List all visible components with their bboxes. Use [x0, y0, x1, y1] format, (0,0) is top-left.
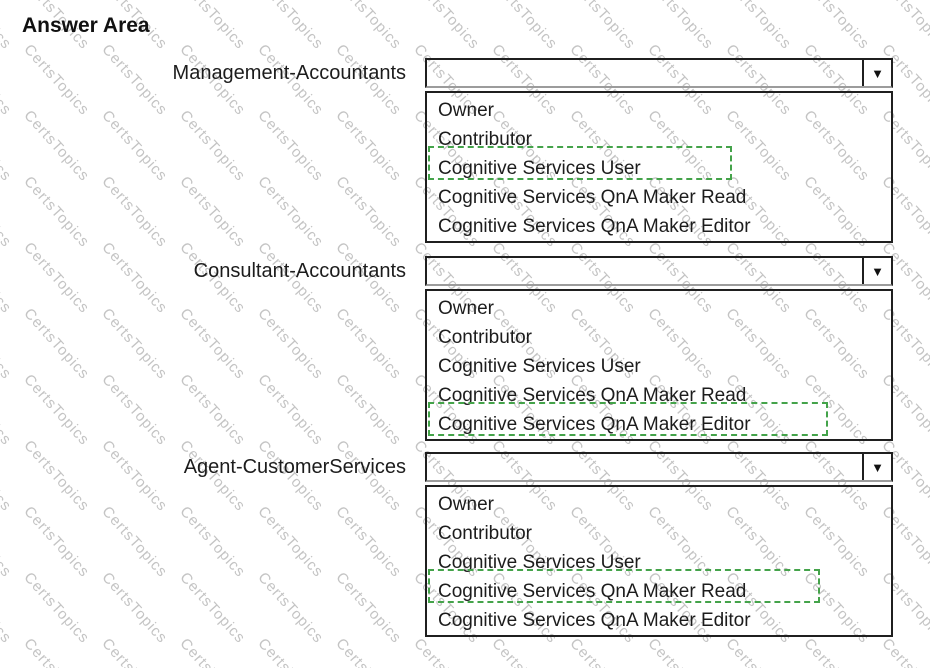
dropdown: ▼ Owner Contributor Cognitive Services Use…	[425, 58, 893, 243]
option-item-contributor[interactable]: Contributor	[438, 327, 532, 348]
role-assignment-group-management-accountants: Management-Accountants ▼ Owner Contributo…	[0, 58, 893, 243]
option-item-owner[interactable]: Owner	[438, 100, 494, 121]
role-assignment-group-agent-customerservices: Agent-CustomerServices ▼ Owner Contributo…	[0, 452, 893, 637]
watermark-text: CertsTopics	[566, 635, 638, 668]
option-item-contributor[interactable]: Contributor	[438, 523, 532, 544]
watermark-text: CertsTopics	[800, 0, 873, 53]
chevron-down-icon[interactable]: ▼	[862, 60, 891, 86]
chevron-down-icon[interactable]: ▼	[862, 454, 891, 480]
watermark-text: CertsTopics	[254, 0, 327, 53]
option-item-owner[interactable]: Owner	[438, 494, 494, 515]
watermark-text: CertsTopics	[488, 635, 560, 668]
role-select-agent-customerservices[interactable]: ▼	[425, 452, 893, 482]
watermark-text: CertsTopics	[878, 0, 930, 53]
role-assignment-group-consultant-accountants: Consultant-Accountants ▼ Owner Contributo…	[0, 256, 893, 441]
watermark-text: CertsTopics	[0, 0, 15, 53]
option-item-cognitive-services-user[interactable]: Cognitive Services User	[438, 158, 641, 179]
options-list: Owner Contributor Cognitive Services User C…	[425, 289, 893, 441]
page-title: Answer Area	[22, 14, 150, 37]
option-item-cognitive-services-qna-maker-editor[interactable]: Cognitive Services QnA Maker Editor	[438, 610, 751, 631]
watermark-text: CertsTopics	[410, 0, 483, 53]
watermark-text: CertsTopics	[566, 0, 639, 53]
option-item-cognitive-services-qna-maker-editor[interactable]: Cognitive Services QnA Maker Editor	[438, 414, 751, 435]
option-item-owner[interactable]: Owner	[438, 298, 494, 319]
option-item-cognitive-services-user[interactable]: Cognitive Services User	[438, 552, 641, 573]
role-select-consultant-accountants[interactable]: ▼	[425, 256, 893, 286]
option-item-cognitive-services-qna-maker-editor[interactable]: Cognitive Services QnA Maker Editor	[438, 216, 751, 237]
watermark-text: CertsTopics	[98, 635, 170, 668]
dropdown-label-agent-customerservices: Agent-CustomerServices	[183, 456, 406, 478]
dropdown-label-management-accountants: Management-Accountants	[172, 62, 406, 84]
watermark-text: CertsTopics	[722, 0, 795, 53]
options-list: Owner Contributor Cognitive Services User C…	[425, 485, 893, 637]
watermark-text: CertsTopics	[878, 635, 930, 668]
watermark-text: CertsTopics	[410, 635, 482, 668]
option-item-cognitive-services-qna-maker-read[interactable]: Cognitive Services QnA Maker Read	[438, 385, 747, 406]
option-item-contributor[interactable]: Contributor	[438, 129, 532, 150]
watermark-text: CertsTopics	[332, 0, 405, 53]
chevron-down-icon[interactable]: ▼	[862, 258, 891, 284]
watermark-text: CertsTopics	[644, 0, 717, 53]
option-item-cognitive-services-qna-maker-read[interactable]: Cognitive Services QnA Maker Read	[438, 187, 747, 208]
watermark-text: CertsTopics	[332, 635, 404, 668]
options-list: Owner Contributor Cognitive Services User C…	[425, 91, 893, 243]
dropdown-label-consultant-accountants: Consultant-Accountants	[193, 260, 406, 282]
watermark-text: CertsTopics	[800, 635, 872, 668]
watermark-text: CertsTopics	[176, 635, 248, 668]
option-item-cognitive-services-user[interactable]: Cognitive Services User	[438, 356, 641, 377]
watermark-text: CertsTopics	[0, 635, 15, 668]
watermark-text: CertsTopics	[254, 635, 326, 668]
watermark-text: CertsTopics	[176, 0, 249, 53]
option-item-cognitive-services-qna-maker-read[interactable]: Cognitive Services QnA Maker Read	[438, 581, 747, 602]
dropdown: ▼ Owner Contributor Cognitive Services Use…	[425, 452, 893, 637]
role-select-management-accountants[interactable]: ▼	[425, 58, 893, 88]
watermark-text: CertsTopics	[488, 0, 561, 53]
dropdown: ▼ Owner Contributor Cognitive Services Use…	[425, 256, 893, 441]
watermark-text: CertsTopics	[20, 635, 92, 668]
watermark-text: CertsTopics	[722, 635, 794, 668]
watermark-text: CertsTopics	[644, 635, 716, 668]
